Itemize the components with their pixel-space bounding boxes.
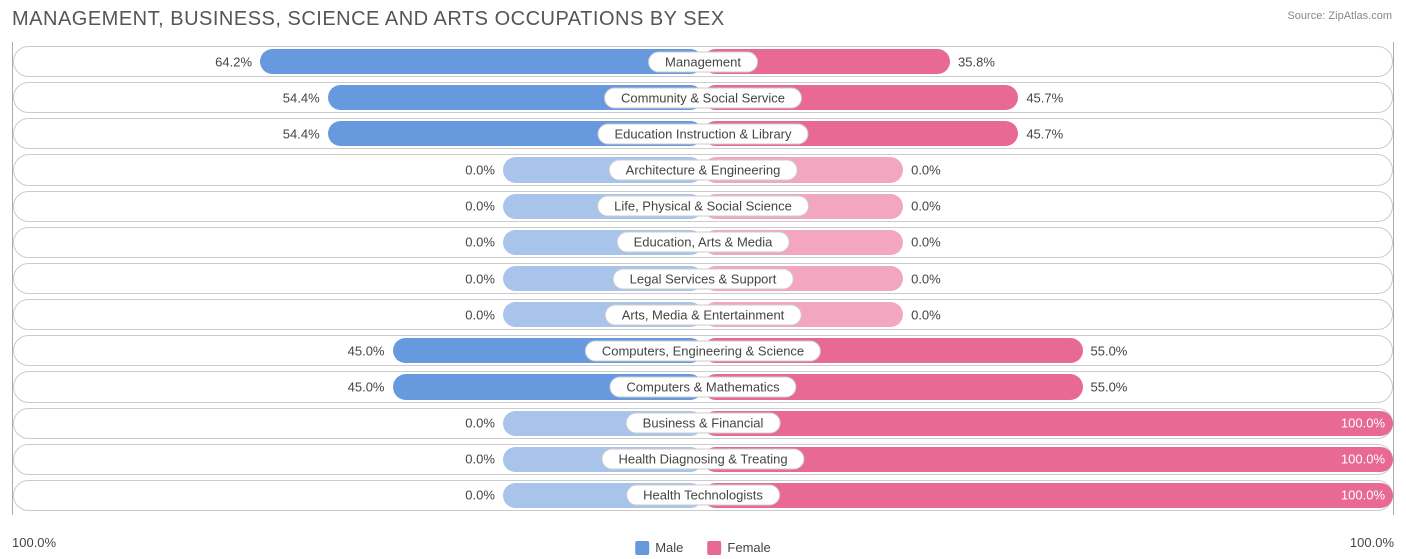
source-attribution: Source: ZipAtlas.com	[1287, 10, 1392, 22]
female-bar	[703, 447, 1393, 472]
female-pct-label: 35.8%	[958, 54, 995, 69]
female-bar	[703, 483, 1393, 508]
category-label: Business & Financial	[626, 413, 781, 434]
axis-left-label: 100.0%	[12, 535, 56, 550]
female-pct-label: 55.0%	[1091, 379, 1128, 394]
chart-row: 0.0% 0.0% Architecture & Engineering	[13, 154, 1393, 185]
chart-row: 45.0% 55.0% Computers, Engineering & Scien…	[13, 335, 1393, 366]
male-swatch	[635, 541, 649, 555]
female-pct-label: 100.0%	[1341, 488, 1385, 503]
female-pct-label: 0.0%	[911, 163, 941, 178]
female-swatch	[707, 541, 721, 555]
category-label: Life, Physical & Social Science	[597, 196, 809, 217]
legend: Male Female	[635, 540, 771, 555]
category-label: Management	[648, 51, 758, 72]
chart-row: 0.0% 0.0% Education, Arts & Media	[13, 227, 1393, 258]
legend-male: Male	[635, 540, 683, 555]
chart-area: 64.2% 35.8% Management 54.4% 45.7% Community …	[12, 42, 1394, 515]
male-pct-label: 0.0%	[465, 271, 495, 286]
female-pct-label: 55.0%	[1091, 343, 1128, 358]
category-label: Computers & Mathematics	[609, 376, 796, 397]
chart-row: 0.0% 100.0% Business & Financial	[13, 408, 1393, 439]
chart-row: 0.0% 0.0% Legal Services & Support	[13, 263, 1393, 294]
category-label: Computers, Engineering & Science	[585, 340, 821, 361]
chart-row: 64.2% 35.8% Management	[13, 46, 1393, 77]
chart-row: 0.0% 100.0% Health Diagnosing & Treating	[13, 444, 1393, 475]
male-pct-label: 0.0%	[465, 199, 495, 214]
male-pct-label: 0.0%	[465, 163, 495, 178]
female-pct-label: 45.7%	[1026, 126, 1063, 141]
male-pct-label: 54.4%	[283, 90, 320, 105]
legend-female: Female	[707, 540, 770, 555]
male-pct-label: 0.0%	[465, 307, 495, 322]
male-pct-label: 0.0%	[465, 452, 495, 467]
female-pct-label: 100.0%	[1341, 452, 1385, 467]
category-label: Community & Social Service	[604, 87, 802, 108]
rows-container: 64.2% 35.8% Management 54.4% 45.7% Community …	[13, 42, 1393, 515]
female-pct-label: 0.0%	[911, 271, 941, 286]
chart-row: 0.0% 100.0% Health Technologists	[13, 480, 1393, 511]
chart-row: 54.4% 45.7% Community & Social Service	[13, 82, 1393, 113]
axis-right-label: 100.0%	[1350, 535, 1394, 550]
female-pct-label: 0.0%	[911, 235, 941, 250]
male-bar	[260, 49, 703, 74]
female-pct-label: 45.7%	[1026, 90, 1063, 105]
chart-row: 0.0% 0.0% Life, Physical & Social Science	[13, 191, 1393, 222]
category-label: Architecture & Engineering	[609, 160, 798, 181]
female-pct-label: 0.0%	[911, 307, 941, 322]
category-label: Health Diagnosing & Treating	[601, 449, 804, 470]
male-pct-label: 0.0%	[465, 488, 495, 503]
female-bar	[703, 411, 1393, 436]
category-label: Arts, Media & Entertainment	[605, 304, 802, 325]
chart-row: 54.4% 45.7% Education Instruction & Librar…	[13, 118, 1393, 149]
legend-male-label: Male	[655, 540, 683, 555]
male-pct-label: 0.0%	[465, 416, 495, 431]
chart-row: 0.0% 0.0% Arts, Media & Entertainment	[13, 299, 1393, 330]
male-pct-label: 45.0%	[348, 379, 385, 394]
category-label: Education Instruction & Library	[597, 123, 808, 144]
category-label: Health Technologists	[626, 485, 780, 506]
female-pct-label: 0.0%	[911, 199, 941, 214]
male-pct-label: 0.0%	[465, 235, 495, 250]
male-pct-label: 54.4%	[283, 126, 320, 141]
chart-title: MANAGEMENT, BUSINESS, SCIENCE AND ARTS O…	[12, 8, 725, 31]
male-pct-label: 64.2%	[215, 54, 252, 69]
chart-row: 45.0% 55.0% Computers & Mathematics	[13, 371, 1393, 402]
category-label: Legal Services & Support	[613, 268, 794, 289]
category-label: Education, Arts & Media	[617, 232, 790, 253]
male-pct-label: 45.0%	[348, 343, 385, 358]
legend-female-label: Female	[727, 540, 770, 555]
female-pct-label: 100.0%	[1341, 416, 1385, 431]
